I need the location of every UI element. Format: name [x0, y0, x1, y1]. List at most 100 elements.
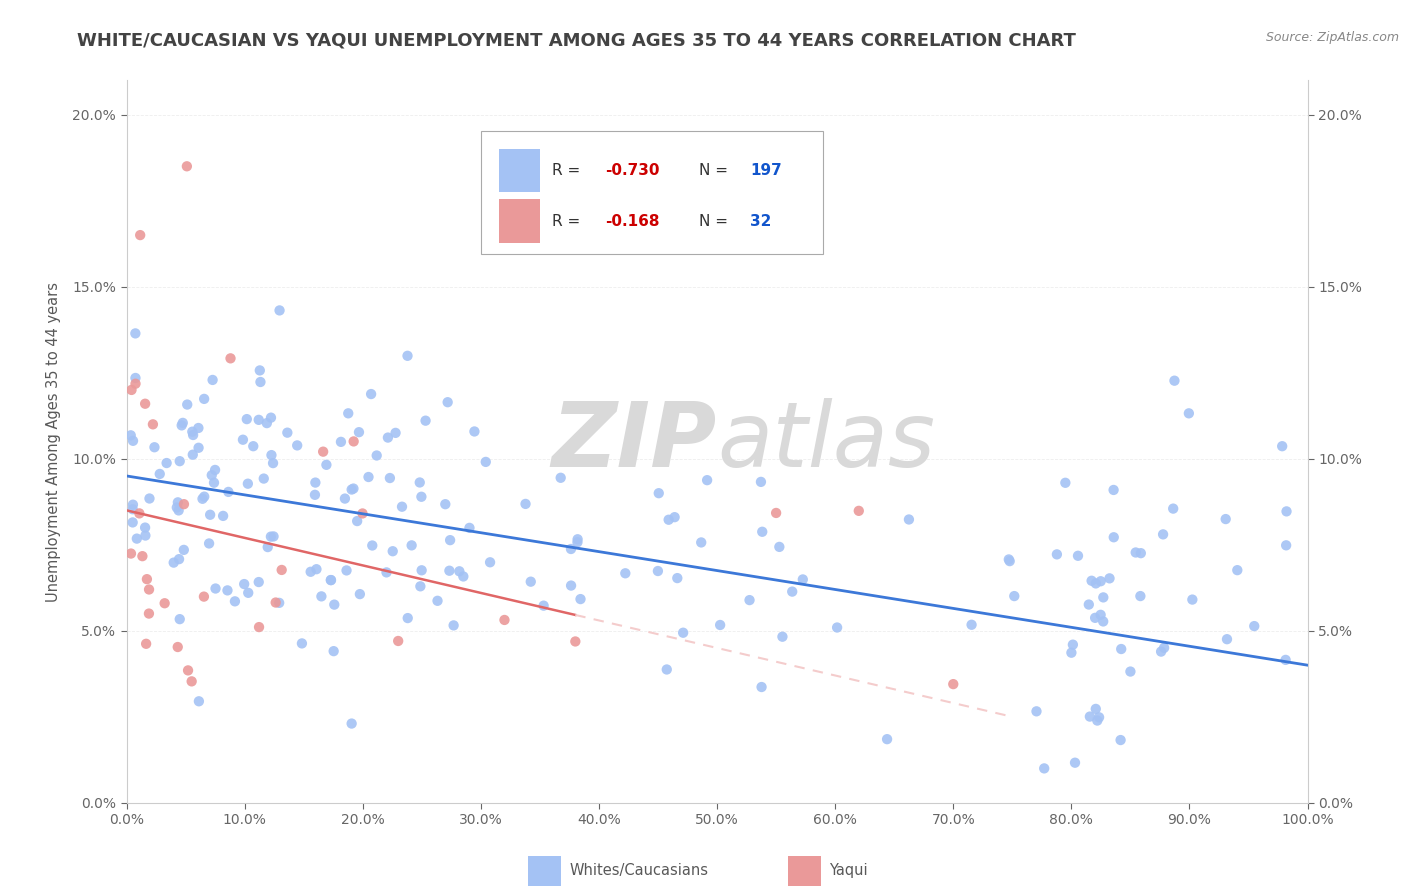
- Point: [305, 562, 328, 576]
- Y-axis label: Unemployment Among Ages 35 to 44 years: Unemployment Among Ages 35 to 44 years: [46, 282, 60, 601]
- Point: [138, 582, 160, 597]
- Point: [474, 455, 496, 469]
- Point: [143, 440, 166, 454]
- Point: [352, 507, 374, 521]
- Point: [134, 520, 156, 534]
- Point: [121, 516, 143, 530]
- Point: [709, 618, 731, 632]
- FancyBboxPatch shape: [529, 855, 561, 886]
- Point: [1216, 632, 1239, 647]
- Point: [264, 595, 287, 609]
- Point: [249, 363, 271, 377]
- Point: [269, 303, 291, 318]
- Point: [329, 434, 352, 449]
- Point: [792, 573, 814, 587]
- FancyBboxPatch shape: [499, 200, 540, 243]
- Point: [396, 349, 419, 363]
- Point: [391, 500, 413, 514]
- Point: [153, 596, 176, 610]
- Point: [247, 620, 270, 634]
- Text: atlas: atlas: [717, 398, 935, 485]
- Point: [1090, 574, 1112, 589]
- Point: [1090, 607, 1112, 622]
- Point: [658, 513, 681, 527]
- Point: [167, 552, 190, 566]
- Point: [187, 421, 209, 435]
- Point: [193, 392, 215, 406]
- Point: [1150, 644, 1173, 658]
- Point: [291, 636, 314, 650]
- Point: [1161, 501, 1184, 516]
- Point: [323, 598, 346, 612]
- Text: Source: ZipAtlas.com: Source: ZipAtlas.com: [1265, 31, 1399, 45]
- Point: [1092, 615, 1115, 629]
- Point: [1152, 527, 1174, 541]
- Point: [122, 434, 145, 448]
- Point: [876, 732, 898, 747]
- Point: [1109, 733, 1132, 747]
- FancyBboxPatch shape: [499, 149, 540, 193]
- Point: [120, 428, 142, 442]
- Point: [1102, 530, 1125, 544]
- Point: [238, 586, 260, 600]
- Point: [315, 458, 337, 472]
- Point: [322, 644, 344, 658]
- Point: [357, 470, 380, 484]
- Point: [193, 590, 215, 604]
- Point: [299, 565, 322, 579]
- Point: [1243, 619, 1265, 633]
- Point: [384, 425, 406, 440]
- Point: [135, 637, 157, 651]
- Point: [262, 456, 284, 470]
- Point: [375, 566, 398, 580]
- Point: [751, 680, 773, 694]
- Point: [124, 326, 146, 341]
- Point: [319, 573, 342, 587]
- Point: [260, 410, 283, 425]
- Point: [361, 539, 384, 553]
- Point: [163, 556, 186, 570]
- Point: [463, 425, 485, 439]
- Text: R =: R =: [551, 214, 585, 228]
- Point: [770, 630, 793, 644]
- Point: [666, 571, 689, 585]
- Point: [1078, 709, 1101, 723]
- Point: [198, 508, 221, 522]
- Point: [1129, 589, 1152, 603]
- Text: ZIP: ZIP: [551, 398, 717, 485]
- Text: N =: N =: [699, 163, 733, 178]
- Point: [942, 677, 965, 691]
- Point: [1067, 549, 1090, 563]
- Point: [1215, 512, 1237, 526]
- Point: [304, 475, 326, 490]
- Point: [304, 488, 326, 502]
- Point: [312, 444, 335, 458]
- Point: [176, 398, 198, 412]
- Point: [276, 425, 298, 440]
- Point: [1125, 545, 1147, 559]
- Text: 32: 32: [751, 214, 772, 228]
- Point: [434, 497, 457, 511]
- Point: [550, 471, 572, 485]
- Point: [439, 533, 461, 548]
- Point: [360, 387, 382, 401]
- Point: [201, 468, 224, 483]
- Point: [193, 490, 215, 504]
- Point: [960, 617, 983, 632]
- Point: [449, 564, 471, 578]
- Point: [567, 535, 589, 549]
- Point: [319, 573, 342, 587]
- Text: WHITE/CAUCASIAN VS YAQUI UNEMPLOYMENT AMONG AGES 35 TO 44 YEARS CORRELATION CHAR: WHITE/CAUCASIAN VS YAQUI UNEMPLOYMENT AM…: [77, 31, 1076, 49]
- Point: [401, 538, 423, 552]
- Text: -0.730: -0.730: [605, 163, 659, 178]
- Point: [138, 607, 160, 621]
- Point: [202, 475, 225, 490]
- Point: [1046, 547, 1069, 561]
- Point: [409, 579, 432, 593]
- Point: [249, 375, 271, 389]
- Point: [1271, 439, 1294, 453]
- Point: [453, 569, 475, 583]
- Point: [1102, 483, 1125, 497]
- Point: [1025, 704, 1047, 718]
- Point: [181, 448, 204, 462]
